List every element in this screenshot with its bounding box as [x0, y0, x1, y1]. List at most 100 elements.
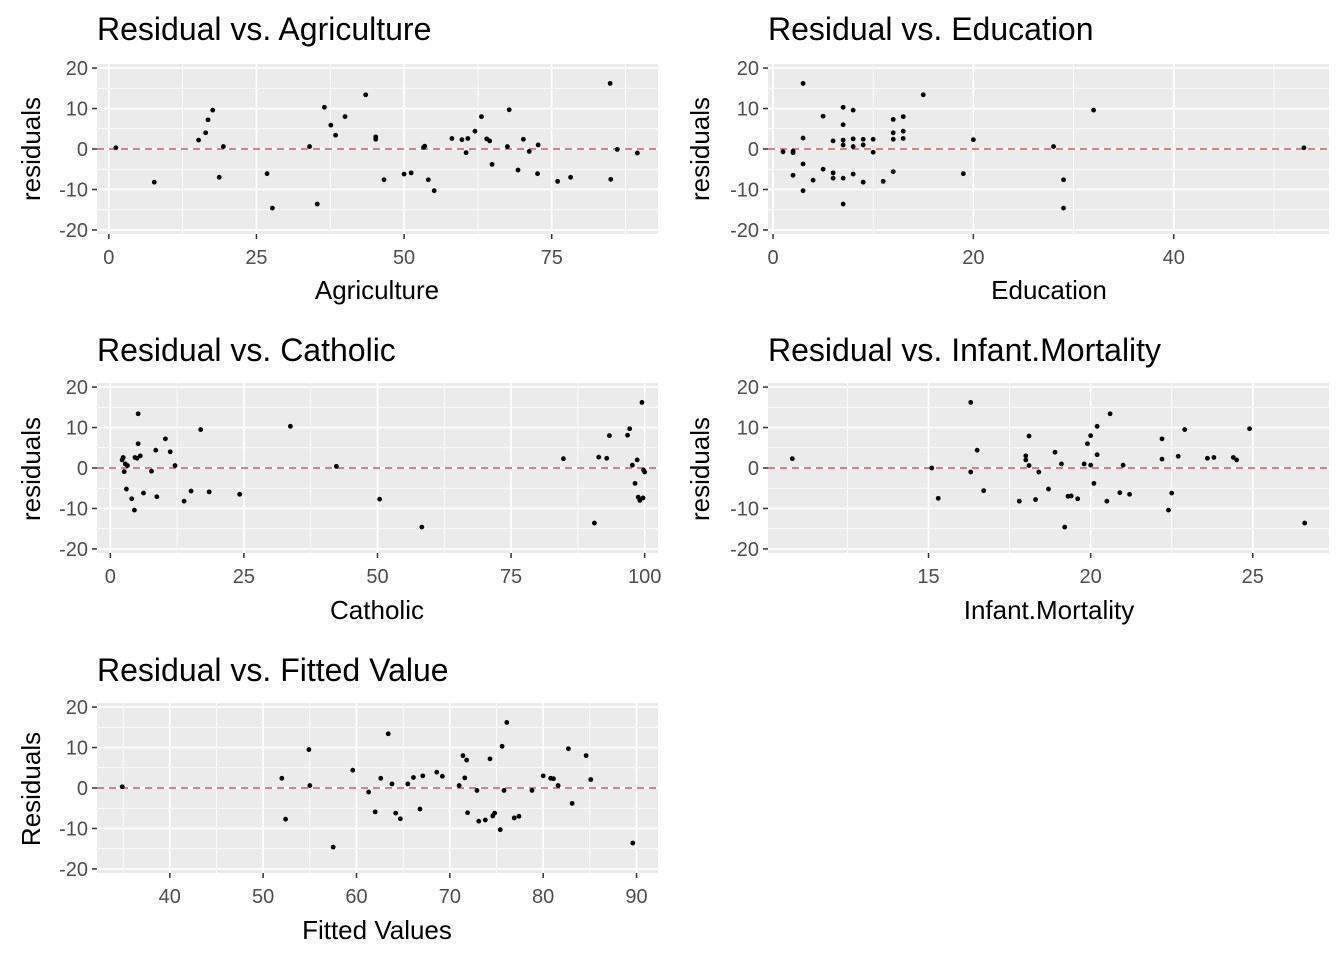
- data-point: [389, 781, 395, 787]
- data-point: [920, 92, 926, 98]
- data-point: [314, 201, 320, 207]
- x-tick-label: 90: [625, 886, 647, 908]
- data-point: [420, 773, 426, 779]
- data-point: [237, 491, 243, 497]
- y-tick-label: 10: [66, 99, 88, 121]
- data-point: [850, 107, 856, 113]
- data-point: [850, 171, 856, 177]
- data-point: [132, 507, 137, 513]
- x-tick-label: 20: [1080, 566, 1102, 588]
- data-point: [890, 130, 896, 136]
- data-point: [634, 150, 640, 156]
- data-point: [830, 170, 836, 176]
- y-tick-label: 20: [737, 377, 759, 399]
- y-tick-label: -10: [730, 498, 759, 520]
- data-point: [151, 179, 157, 185]
- x-tick-label: 100: [628, 566, 661, 588]
- data-point: [474, 788, 480, 793]
- data-point: [1094, 423, 1100, 429]
- data-point: [377, 496, 383, 502]
- data-point: [397, 816, 403, 822]
- data-point: [929, 465, 935, 471]
- x-axis-title: Fitted Values: [302, 915, 452, 945]
- y-tick-label: -20: [730, 539, 759, 561]
- data-point: [1088, 462, 1094, 468]
- x-axis-title: Infant.Mortality: [964, 595, 1135, 625]
- data-point: [968, 400, 974, 405]
- data-point: [504, 720, 510, 725]
- data-point: [153, 447, 159, 453]
- data-point: [422, 143, 428, 149]
- data-point: [639, 400, 645, 405]
- data-point: [307, 144, 312, 149]
- x-tick-label: 75: [541, 247, 563, 269]
- data-point: [520, 136, 526, 142]
- y-tick-label: 0: [748, 458, 759, 480]
- data-point: [968, 469, 974, 475]
- data-point: [167, 449, 173, 455]
- data-point: [1068, 493, 1074, 499]
- data-point: [555, 783, 561, 788]
- data-point: [870, 136, 876, 142]
- data-point: [417, 806, 423, 812]
- data-point: [196, 137, 201, 143]
- data-point: [434, 769, 440, 775]
- y-tick-label: 0: [77, 139, 88, 161]
- data-point: [125, 463, 130, 468]
- panel-fitted-value: 40 50 60 70 80 90 -20 -10 0 10 20 Residual vs. Fit…: [16, 652, 658, 945]
- data-point: [330, 844, 336, 850]
- data-point: [840, 122, 846, 128]
- data-point: [1081, 461, 1087, 467]
- y-axis-title: residuals: [16, 97, 46, 201]
- y-tick-label: -20: [59, 539, 88, 561]
- data-point: [1046, 486, 1051, 492]
- data-point: [800, 135, 806, 141]
- data-point: [401, 171, 407, 177]
- data-point: [1023, 453, 1029, 459]
- data-point: [860, 179, 866, 185]
- data-point: [1159, 436, 1165, 442]
- data-point: [820, 113, 826, 119]
- data-point: [321, 104, 327, 110]
- y-tick-label: -10: [59, 179, 88, 201]
- data-point: [981, 488, 987, 494]
- data-point: [780, 149, 786, 155]
- data-point: [149, 468, 154, 474]
- y-tick-label: 10: [66, 738, 88, 760]
- chart-title: Residual vs. Agriculture: [97, 11, 431, 47]
- data-point: [181, 498, 187, 504]
- data-point: [210, 107, 216, 113]
- x-tick-label: 0: [105, 566, 116, 588]
- data-point: [333, 463, 339, 469]
- data-point: [596, 454, 602, 460]
- data-point: [561, 456, 566, 462]
- data-point: [555, 178, 561, 184]
- data-point: [790, 150, 796, 156]
- data-point: [479, 114, 484, 120]
- x-tick-label: 15: [917, 566, 939, 588]
- data-point: [820, 166, 826, 172]
- data-point: [141, 490, 146, 496]
- data-point: [487, 756, 493, 762]
- data-point: [405, 781, 411, 787]
- data-point: [830, 175, 836, 181]
- data-point: [464, 757, 470, 763]
- data-point: [393, 810, 399, 816]
- data-point: [1234, 457, 1239, 463]
- data-point: [216, 174, 222, 180]
- data-point: [1301, 145, 1307, 151]
- data-point: [800, 81, 806, 86]
- data-point: [1094, 452, 1100, 458]
- data-point: [640, 495, 646, 501]
- data-point: [535, 171, 540, 177]
- data-point: [188, 488, 194, 494]
- x-tick-label: 50: [393, 247, 415, 269]
- data-point: [1052, 449, 1058, 455]
- chart-title: Residual vs. Catholic: [97, 332, 396, 368]
- data-point: [120, 455, 126, 460]
- x-tick-label: 25: [1242, 566, 1264, 588]
- y-tick-label: -10: [59, 498, 88, 520]
- data-point: [526, 149, 532, 154]
- data-point: [516, 813, 522, 819]
